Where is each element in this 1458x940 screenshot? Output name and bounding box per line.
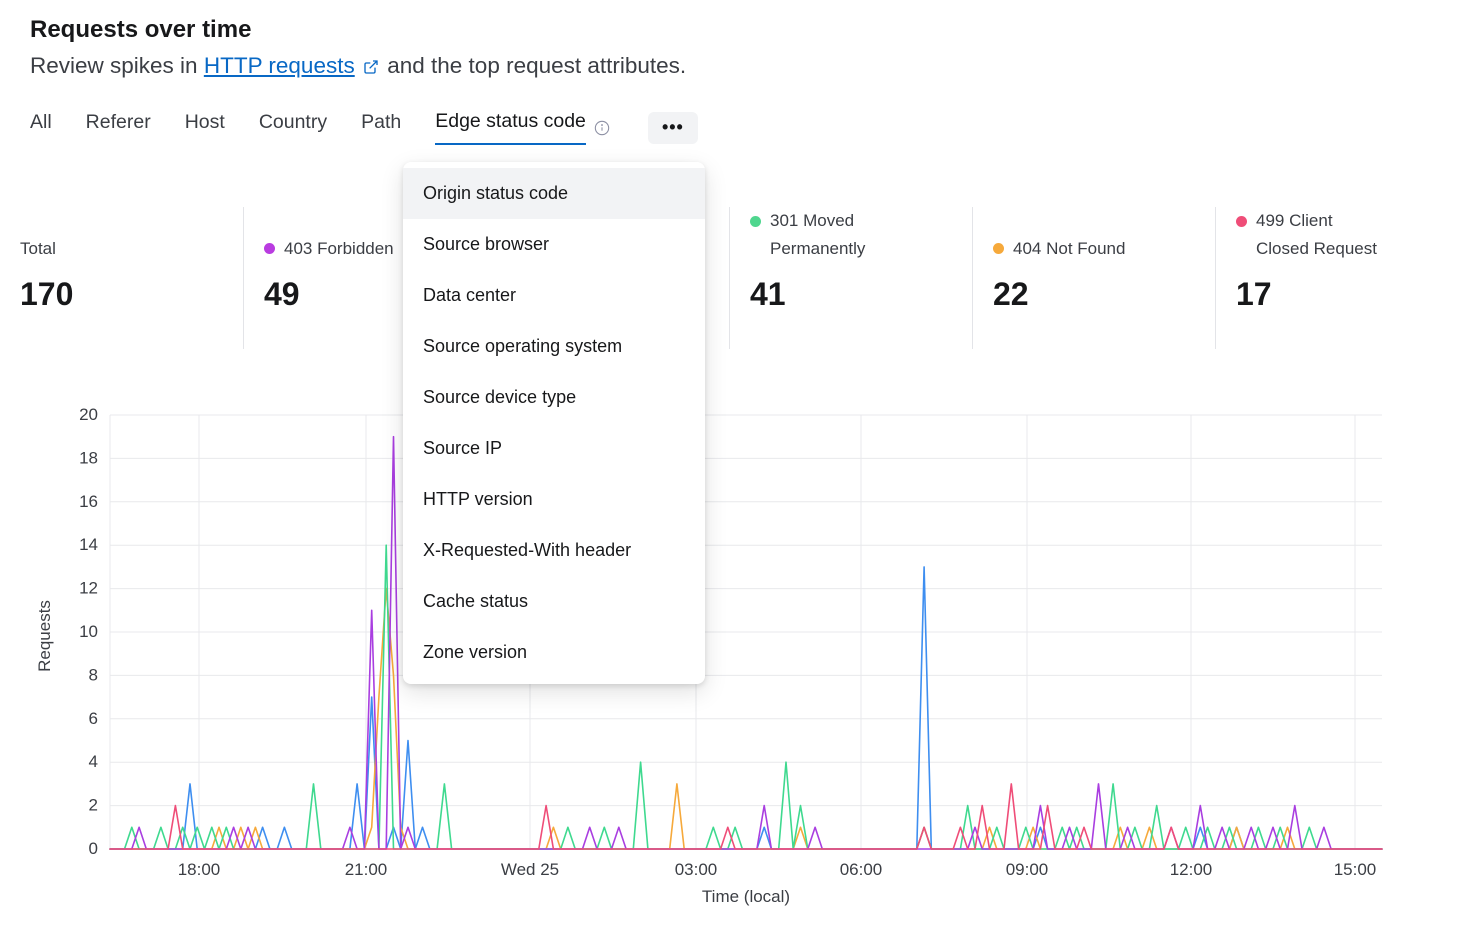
svg-text:2: 2: [89, 796, 98, 815]
svg-text:4: 4: [89, 752, 98, 771]
svg-text:6: 6: [89, 709, 98, 728]
svg-text:Wed 25: Wed 25: [501, 860, 559, 879]
svg-text:Requests: Requests: [35, 600, 54, 672]
svg-text:21:00: 21:00: [345, 860, 388, 879]
svg-text:14: 14: [79, 535, 98, 554]
svg-text:8: 8: [89, 665, 98, 684]
svg-text:0: 0: [89, 839, 98, 858]
svg-text:12: 12: [79, 579, 98, 598]
svg-text:12:00: 12:00: [1170, 860, 1213, 879]
svg-text:20: 20: [79, 405, 98, 424]
svg-text:18: 18: [79, 448, 98, 467]
svg-text:16: 16: [79, 492, 98, 511]
svg-text:18:00: 18:00: [178, 860, 221, 879]
svg-text:03:00: 03:00: [675, 860, 718, 879]
svg-text:10: 10: [79, 622, 98, 641]
svg-text:Time (local): Time (local): [702, 887, 790, 906]
svg-text:09:00: 09:00: [1006, 860, 1049, 879]
svg-text:06:00: 06:00: [840, 860, 883, 879]
svg-text:15:00: 15:00: [1334, 860, 1377, 879]
